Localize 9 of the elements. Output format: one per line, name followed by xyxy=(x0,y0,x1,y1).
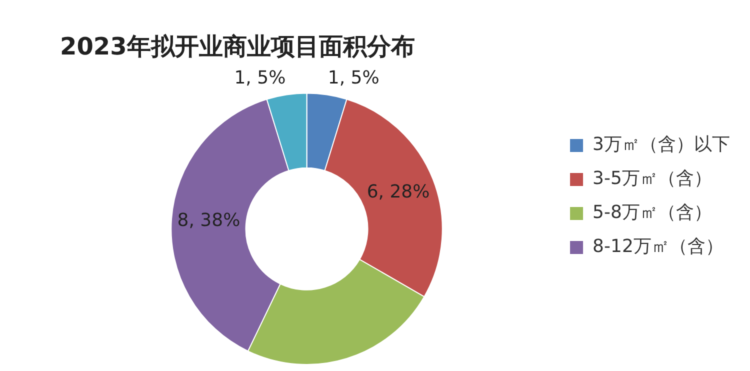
data-label: 8, 38% xyxy=(177,210,240,232)
legend-label: 5-8万㎡（含） xyxy=(592,202,712,224)
data-label: 6, 28% xyxy=(366,182,430,203)
chart-title: 2023年拟开业商业项目面积分布 xyxy=(60,32,415,61)
legend-label: 3万㎡（含）以下 xyxy=(592,134,730,156)
data-label: 1, 5% xyxy=(328,68,380,89)
legend-label: 3-5万㎡（含） xyxy=(592,168,712,190)
data-label: 1, 5% xyxy=(234,68,286,89)
legend-label: 8-12万㎡（含） xyxy=(592,236,724,258)
